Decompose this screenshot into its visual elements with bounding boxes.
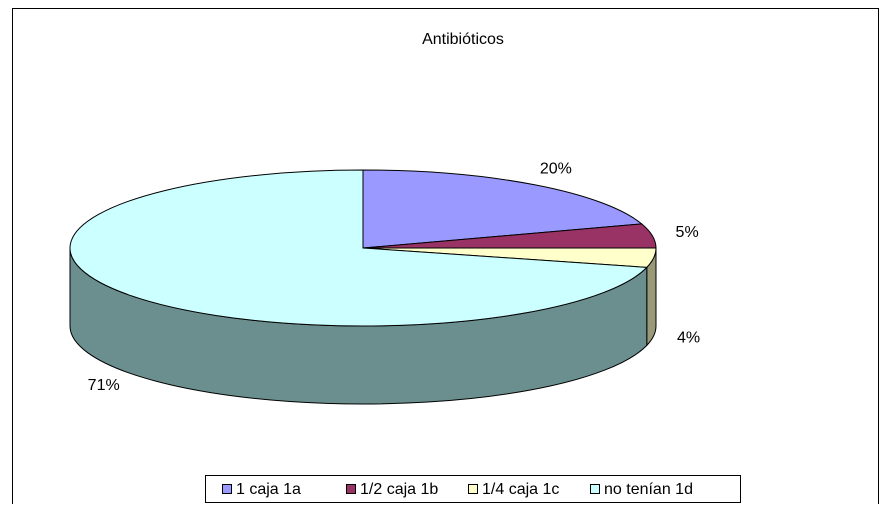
legend-swatch	[222, 484, 232, 494]
legend-swatch	[468, 484, 478, 494]
legend-label: 1 caja 1a	[236, 481, 301, 498]
data-label: 4%	[677, 329, 700, 346]
data-label: 20%	[540, 160, 572, 177]
legend-label: no tenían 1d	[604, 481, 693, 498]
data-label: 5%	[676, 224, 699, 241]
data-label: 71%	[88, 377, 120, 394]
legend-label: 1/2 caja 1b	[360, 481, 438, 498]
chart-title: Antibióticos	[422, 31, 504, 48]
legend-swatch	[346, 484, 356, 494]
legend-swatch	[590, 484, 600, 494]
legend-label: 1/4 caja 1c	[482, 481, 559, 498]
pie-slice	[362, 169, 643, 249]
pie-slice	[69, 169, 648, 327]
